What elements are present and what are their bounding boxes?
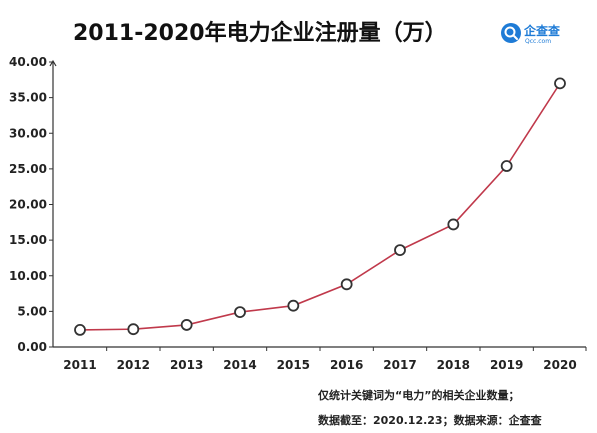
logo-name: 企查查 bbox=[523, 23, 561, 38]
data-point[interactable] bbox=[74, 323, 86, 336]
logo-domain: Qcc.com bbox=[525, 38, 551, 45]
data-point[interactable] bbox=[500, 160, 513, 172]
x-tick-label: 2018 bbox=[437, 358, 470, 372]
data-point[interactable] bbox=[180, 319, 193, 331]
qcc-search-logo-icon bbox=[501, 23, 521, 43]
footnote-line-2: 数据截至：2020.12.23；数据来源：企查查 bbox=[318, 413, 542, 427]
y-tick-label: 10.00 bbox=[9, 269, 47, 283]
x-tick-label: 2011 bbox=[63, 358, 96, 372]
y-tick-label: 40.00 bbox=[9, 55, 47, 69]
y-tick-label: 30.00 bbox=[9, 126, 47, 140]
footnote-line-1: 仅统计关键词为“电力”的相关企业数量； bbox=[317, 388, 519, 402]
data-point[interactable] bbox=[127, 323, 140, 336]
x-tick-label: 2019 bbox=[490, 358, 523, 372]
x-tick-label: 2015 bbox=[277, 358, 310, 372]
y-axis-arrow-icon bbox=[49, 59, 57, 67]
y-tick-label: 25.00 bbox=[9, 162, 47, 176]
x-tick-label: 2014 bbox=[223, 358, 256, 372]
y-ticks: 0.00 5.00 10.00 15.00 20.00 25.00 30.00 35.00 40… bbox=[9, 55, 53, 354]
x-tick-label: 2016 bbox=[330, 358, 363, 372]
y-tick-label: 15.00 bbox=[9, 233, 47, 247]
series-line-0 bbox=[79, 82, 561, 331]
data-point[interactable] bbox=[554, 77, 566, 90]
logo: 企查查 Qcc.com bbox=[501, 23, 561, 45]
y-tick-label: 0.00 bbox=[17, 340, 47, 354]
data-point[interactable] bbox=[394, 244, 406, 257]
x-ticks: 2011 2012 2013 2014 2015 2016 2017 2018 2019 2020 bbox=[63, 347, 587, 372]
y-tick-label: 35.00 bbox=[9, 91, 47, 105]
axes bbox=[49, 59, 586, 348]
data-point[interactable] bbox=[234, 306, 246, 318]
x-tick-label: 2013 bbox=[170, 358, 203, 372]
y-tick-label: 5.00 bbox=[17, 304, 47, 318]
x-tick-label: 2017 bbox=[383, 358, 416, 372]
data-points bbox=[74, 77, 566, 336]
y-tick-label: 20.00 bbox=[9, 198, 47, 212]
data-point[interactable] bbox=[447, 218, 460, 231]
chart-title: 2011-2020年电力企业注册量（万） bbox=[73, 20, 447, 46]
x-tick-label: 2012 bbox=[117, 358, 150, 372]
series-line bbox=[79, 82, 561, 331]
x-tick-label: 2020 bbox=[543, 358, 576, 372]
data-point[interactable] bbox=[287, 299, 300, 312]
data-point[interactable] bbox=[340, 278, 353, 291]
